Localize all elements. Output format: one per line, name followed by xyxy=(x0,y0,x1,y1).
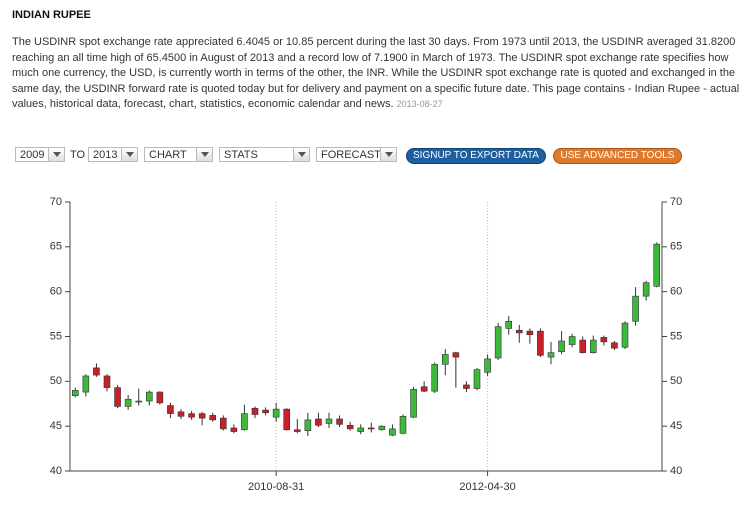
candle-body xyxy=(515,329,523,334)
candle-body xyxy=(547,352,555,358)
y-tick-label: 70 xyxy=(50,196,62,208)
candle-body xyxy=(526,330,534,336)
candle-body xyxy=(346,424,354,430)
candle-body xyxy=(198,413,206,419)
x-tick-label: 2010-08-31 xyxy=(248,481,304,493)
stats-value: STATS xyxy=(224,149,258,161)
candle-body xyxy=(484,358,491,373)
candle-body xyxy=(558,340,565,353)
candle-body xyxy=(209,415,217,421)
candle-body xyxy=(93,367,100,376)
x-tick-label: 2012-04-30 xyxy=(459,481,515,493)
candle-body xyxy=(167,405,174,414)
candle-body xyxy=(272,408,280,418)
candle-body xyxy=(315,418,322,426)
candle-body xyxy=(283,408,291,431)
candle-body xyxy=(156,391,164,404)
candle-body xyxy=(389,428,396,436)
from-value: 2009 xyxy=(20,149,45,161)
candle-body xyxy=(642,282,650,297)
to-label: TO xyxy=(70,149,86,161)
candle-body xyxy=(325,418,333,424)
y-tick-label: 45 xyxy=(50,420,62,432)
candle-body xyxy=(452,352,460,358)
candle-body xyxy=(251,407,259,415)
stats-select[interactable]: STATS xyxy=(219,147,310,162)
candle-body xyxy=(589,339,597,353)
to-select[interactable]: 2013 xyxy=(88,147,138,162)
y-tick-label: 45 xyxy=(670,420,682,432)
candle-body xyxy=(241,413,248,431)
y-tick-label: 55 xyxy=(50,330,62,342)
candle-body xyxy=(188,413,195,418)
candle-body xyxy=(431,363,439,392)
chart: 40 40 45 45 50 50 55 55 60 60 65 65 70 70 2010-08-31 20… xyxy=(50,196,683,493)
chart-value: CHART xyxy=(149,149,187,161)
candle-body xyxy=(367,427,375,430)
page-title: INDIAN RUPEE xyxy=(12,9,91,21)
candle-body xyxy=(441,354,449,365)
candle-body xyxy=(135,400,143,403)
y-tick-label: 65 xyxy=(670,241,682,253)
candle-body xyxy=(632,295,639,322)
candle-body xyxy=(336,418,343,425)
candle-body xyxy=(579,339,587,353)
signup-button[interactable]: SIGNUP TO EXPORT DATA xyxy=(406,148,546,164)
y-tick-label: 60 xyxy=(50,286,62,298)
candle-body xyxy=(71,390,79,396)
y-tick-label: 70 xyxy=(670,196,682,208)
candle-body xyxy=(114,387,121,407)
candle-body xyxy=(262,409,269,414)
candle-body xyxy=(505,320,513,329)
candle-body xyxy=(124,398,132,407)
candle-body xyxy=(230,427,238,432)
y-tick-label: 60 xyxy=(670,286,682,298)
candle-body xyxy=(103,375,111,388)
to-value: 2013 xyxy=(93,149,118,161)
candle-body xyxy=(378,425,386,431)
forecast-value: FORECAST xyxy=(321,149,381,161)
y-tick-label: 50 xyxy=(50,375,62,387)
description: The USDINR spot exchange rate appreciate… xyxy=(12,35,744,113)
candle-body xyxy=(82,375,90,393)
candle-body xyxy=(177,411,185,417)
candle-body xyxy=(410,389,417,418)
advanced-button[interactable]: USE ADVANCED TOOLS xyxy=(553,148,682,164)
candle-body xyxy=(494,326,502,359)
candle-body xyxy=(653,243,661,287)
candle-body xyxy=(399,416,407,434)
candle-body xyxy=(473,369,481,389)
candle-body xyxy=(537,330,544,356)
candle-body xyxy=(621,322,629,348)
candle-body xyxy=(463,384,470,389)
y-tick-label: 40 xyxy=(50,465,62,477)
candle-body xyxy=(357,427,365,432)
forecast-select[interactable]: FORECAST xyxy=(316,147,397,162)
y-tick-label: 50 xyxy=(670,375,682,387)
candle-body xyxy=(145,391,153,402)
y-tick-label: 65 xyxy=(50,241,62,253)
candle-body xyxy=(304,419,312,431)
candle-body xyxy=(611,342,618,349)
candle-body xyxy=(568,336,576,345)
chart-select[interactable]: CHART xyxy=(144,147,213,162)
candle-body xyxy=(293,429,301,432)
candle-body xyxy=(219,417,227,430)
description-text: The USDINR spot exchange rate appreciate… xyxy=(12,36,740,111)
date: 2013-08-27 xyxy=(396,99,443,110)
candle-body xyxy=(420,386,428,392)
candle-body xyxy=(600,337,608,343)
y-tick-label: 40 xyxy=(670,465,682,477)
y-tick-label: 55 xyxy=(670,330,682,342)
from-select[interactable]: 2009 xyxy=(15,147,65,162)
